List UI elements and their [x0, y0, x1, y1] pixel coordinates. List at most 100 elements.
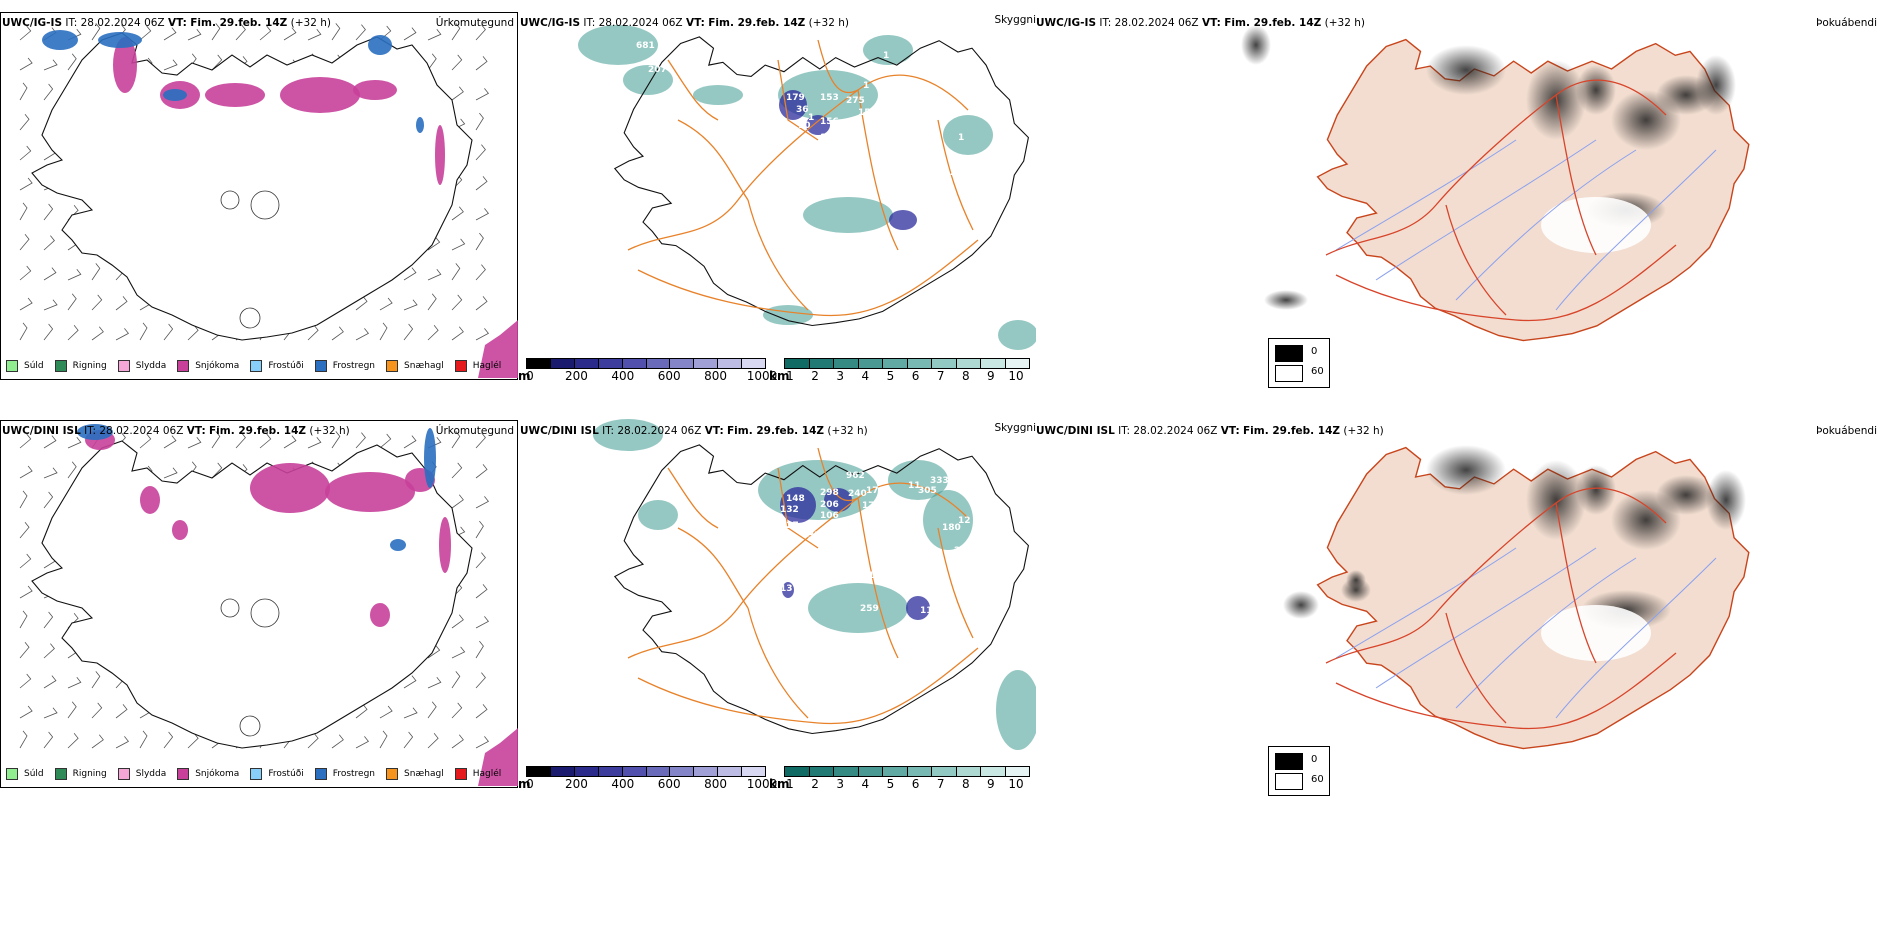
visibility-label: 176	[866, 486, 885, 496]
visibility-label: 21	[732, 511, 745, 521]
legend-label: Súld	[24, 769, 44, 779]
visibility-label: 1	[863, 81, 869, 91]
legend-label: Haglél	[472, 361, 502, 371]
model-name: UWC/DINI ISL	[520, 425, 599, 437]
fog-legend-swatch	[1275, 773, 1303, 790]
colorbar-bin	[622, 359, 647, 368]
legend-swatch	[6, 360, 18, 372]
visibility-label: 1	[958, 133, 964, 143]
legend-label: Slydda	[135, 361, 167, 371]
visibility-label: 141	[918, 225, 937, 235]
legend-label: Rigning	[72, 361, 107, 371]
visibility-label: 153	[820, 93, 839, 103]
fog-legend-label: 0	[1311, 754, 1318, 765]
visibility-label: 12	[974, 551, 987, 561]
legend-swatch	[454, 360, 467, 372]
tick-label: 0	[526, 777, 534, 791]
visibility-label: 327	[780, 521, 799, 531]
colorbar-bin	[907, 359, 932, 368]
vt-label: VT:	[1220, 425, 1240, 437]
tick-label: 10	[1008, 777, 1024, 791]
coastline	[613, 444, 1029, 735]
legend-swatch	[314, 360, 327, 372]
colorbar-bin	[834, 359, 859, 368]
visibility-panel: 681 207 20 95 179 36 153 1 156 275 1 15 124 10 42 1 1 23 1…	[518, 0, 1036, 383]
tick-label: 400	[611, 777, 635, 791]
tick-label: 1	[786, 369, 794, 383]
vt-value: Fim. 29.feb. 14Z	[209, 425, 307, 437]
it-value: 28.02.2024 06Z	[598, 17, 683, 29]
colorbar-bin	[907, 767, 932, 776]
colorbar-bin	[742, 767, 766, 776]
tick-label: 1	[786, 777, 794, 791]
panel-title-fog: Þokuábendi	[1816, 17, 1877, 29]
fog-legend: 0 60	[1268, 746, 1330, 796]
visibility-label: 207	[648, 65, 667, 75]
tick-label: 7	[936, 369, 945, 383]
visibility-label: 179	[786, 93, 805, 103]
legend-item: Slydda	[117, 768, 166, 780]
legend-item: Haglél	[454, 768, 501, 780]
fog-legend-label: 60	[1311, 774, 1324, 785]
legend-swatch	[117, 360, 130, 372]
tick-label: 6	[911, 777, 920, 791]
run-header: UWC/DINI ISL IT: 28.02.2024 06Z VT: Fim.…	[1036, 425, 1384, 437]
precip-legend: Súld Rigning Slydda Snjókoma Frostúði Frostre…	[6, 360, 512, 372]
lead-time: (+32 h)	[1324, 17, 1365, 29]
fog-legend-label: 60	[1311, 366, 1324, 377]
river-network	[1335, 547, 1717, 719]
visibility-label: 148	[786, 494, 805, 504]
visibility-label: 40	[914, 586, 927, 596]
elevation-ticks: 0 200 400 600 800 1000	[526, 369, 777, 383]
fog-shading	[1241, 25, 1736, 310]
visibility-label: 305	[918, 486, 937, 496]
colorbar-bin	[858, 767, 883, 776]
legend-swatch	[177, 768, 190, 780]
visibility-label: 13	[868, 571, 881, 581]
colorbar-bin	[646, 767, 671, 776]
colorbar-bin	[574, 359, 599, 368]
fog-legend-swatch	[1275, 365, 1303, 382]
visibility-label: 681	[636, 41, 655, 51]
legend-item: Frostregn	[314, 360, 375, 372]
colorbar-bin	[622, 767, 647, 776]
legend-swatch	[454, 768, 467, 780]
it-value: 28.02.2024 06Z	[1133, 425, 1218, 437]
visibility-label: 1	[808, 113, 814, 123]
vt-value: Fim. 29.feb. 14Z	[727, 425, 825, 437]
run-header: UWC/IG-IS IT: 28.02.2024 06Z VT: Fim. 29…	[1036, 17, 1365, 29]
visibility-unit: km	[769, 369, 790, 383]
visibility-panel: 962 333 11 305 298 240 176 148 132 206 21 327 106 175…	[518, 408, 1037, 791]
tick-label: 800	[704, 777, 728, 791]
legend-label: Snæhagl	[404, 769, 444, 779]
tick-label: 400	[611, 369, 635, 383]
colorbar-bin	[932, 767, 957, 776]
panel-title-visibility: Skyggni	[994, 422, 1037, 434]
model-name: UWC/IG-IS	[520, 17, 581, 29]
elevation-ticks: 0 200 400 600 800 1000	[526, 777, 777, 791]
legend-item: Snjókoma	[177, 360, 239, 372]
vt-value: Fim. 29.feb. 14Z	[708, 17, 806, 29]
panel-title-precip: Úrkomutegund	[435, 17, 514, 29]
tick-label: 7	[936, 777, 945, 791]
legend-swatch	[386, 360, 399, 372]
legend-label: Súld	[24, 361, 44, 371]
colorbar-bin	[742, 359, 766, 368]
model-name: UWC/DINI ISL	[2, 425, 81, 437]
colorbar-bin	[550, 359, 575, 368]
elevation-unit: m	[518, 369, 531, 383]
elevation-colorbar	[526, 766, 766, 777]
coastline	[31, 440, 473, 749]
tick-label: 10	[1008, 369, 1024, 383]
visibility-shading	[578, 25, 1036, 350]
colorbar-bin	[718, 767, 743, 776]
colorbar-bin	[694, 359, 719, 368]
legend-label: Snjókoma	[195, 769, 240, 779]
visibility-colorbar	[784, 766, 1030, 777]
tick-label: 600	[657, 777, 681, 791]
lead-time: (+32 h)	[827, 425, 868, 437]
tick-label: 6	[911, 369, 920, 383]
tick-label: 1000	[746, 777, 778, 791]
visibility-label: 175	[862, 501, 881, 511]
